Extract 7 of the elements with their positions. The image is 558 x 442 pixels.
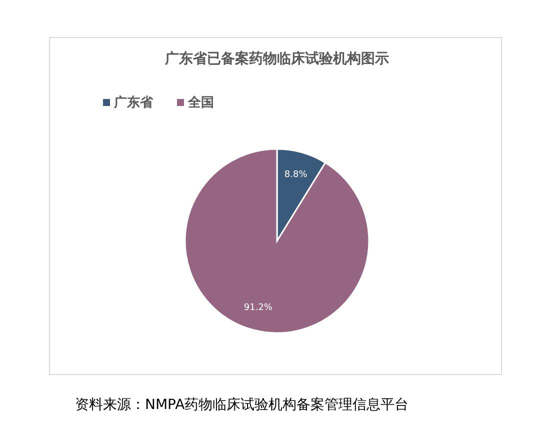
pie-slice xyxy=(184,148,370,334)
legend-label: 广东省 xyxy=(113,94,154,111)
data-label: 91.2% xyxy=(244,302,273,313)
chart-title: 广东省已备案药物临床试验机构图示 xyxy=(164,50,389,67)
legend-label: 全国 xyxy=(187,96,214,111)
text: 资料来源：NMPA药物临床试验机构备案管理信息平台 xyxy=(75,396,409,413)
data-label: 8.8% xyxy=(284,170,308,180)
